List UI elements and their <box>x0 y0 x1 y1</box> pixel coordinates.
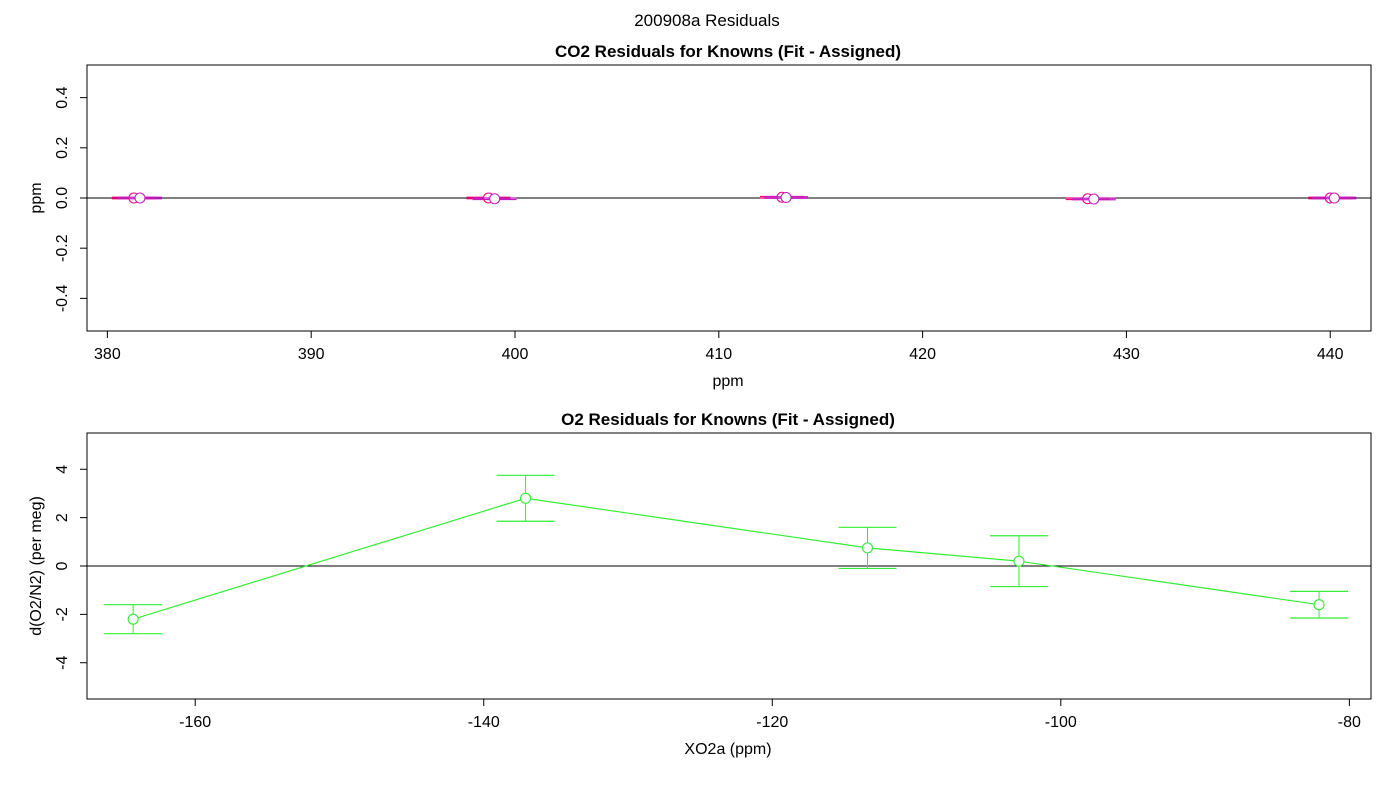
o2-x-tick-label: -80 <box>1338 714 1361 731</box>
co2-y-tick-label: 0.2 <box>54 137 71 159</box>
o2-panel-title: O2 Residuals for Knowns (Fit - Assigned) <box>561 410 895 429</box>
co2-x-tick-label: 390 <box>298 346 325 363</box>
co2-y-axis-label: ppm <box>28 182 45 213</box>
co2-y-tick-label: 0.4 <box>54 86 71 108</box>
co2-data-point <box>780 191 792 204</box>
co2-x-tick-label: 440 <box>1317 346 1344 363</box>
o2-x-tick-label: -120 <box>756 714 788 731</box>
co2-data-point <box>1328 192 1340 204</box>
co2-panel-title: CO2 Residuals for Knowns (Fit - Assigned… <box>555 42 901 61</box>
o2-x-tick-label: -160 <box>179 714 211 731</box>
figure-title: 200908a Residuals <box>634 11 780 30</box>
o2-x-tick-label: -100 <box>1045 714 1077 731</box>
co2-x-tick-label: 400 <box>502 346 529 363</box>
o2-y-tick-label: -2 <box>54 607 71 621</box>
co2-data-point <box>1088 193 1100 205</box>
co2-x-axis-label: ppm <box>712 373 743 390</box>
o2-data-point <box>127 613 139 625</box>
co2-x-tick-label: 420 <box>909 346 936 363</box>
o2-x-tick-label: -140 <box>468 714 500 731</box>
o2-data-point <box>861 542 874 554</box>
co2-y-tick-label: 0.0 <box>54 187 71 209</box>
co2-x-tick-label: 380 <box>94 346 121 363</box>
o2-y-tick-label: -4 <box>54 656 71 670</box>
co2-data-point <box>134 192 146 204</box>
o2-y-tick-label: 0 <box>54 561 71 570</box>
o2-data-point <box>1013 555 1025 567</box>
co2-y-tick-label: -0.2 <box>54 234 71 262</box>
co2-x-tick-label: 410 <box>705 346 732 363</box>
o2-data-point <box>1313 599 1325 611</box>
co2-y-tick-label: -0.4 <box>54 284 71 312</box>
o2-y-tick-label: 2 <box>54 513 71 522</box>
o2-y-axis-label: d(O2/N2) (per meg) <box>28 496 45 636</box>
o2-x-axis-label: XO2a (ppm) <box>684 741 771 758</box>
co2-data-point <box>489 193 501 205</box>
o2-y-tick-label: 4 <box>54 465 71 474</box>
o2-data-point <box>520 492 532 504</box>
o2-residuals-panel: O2 Residuals for Knowns (Fit - Assigned)… <box>28 410 1372 758</box>
co2-residuals-panel: CO2 Residuals for Knowns (Fit - Assigned… <box>28 42 1372 390</box>
co2-x-tick-label: 430 <box>1113 346 1140 363</box>
